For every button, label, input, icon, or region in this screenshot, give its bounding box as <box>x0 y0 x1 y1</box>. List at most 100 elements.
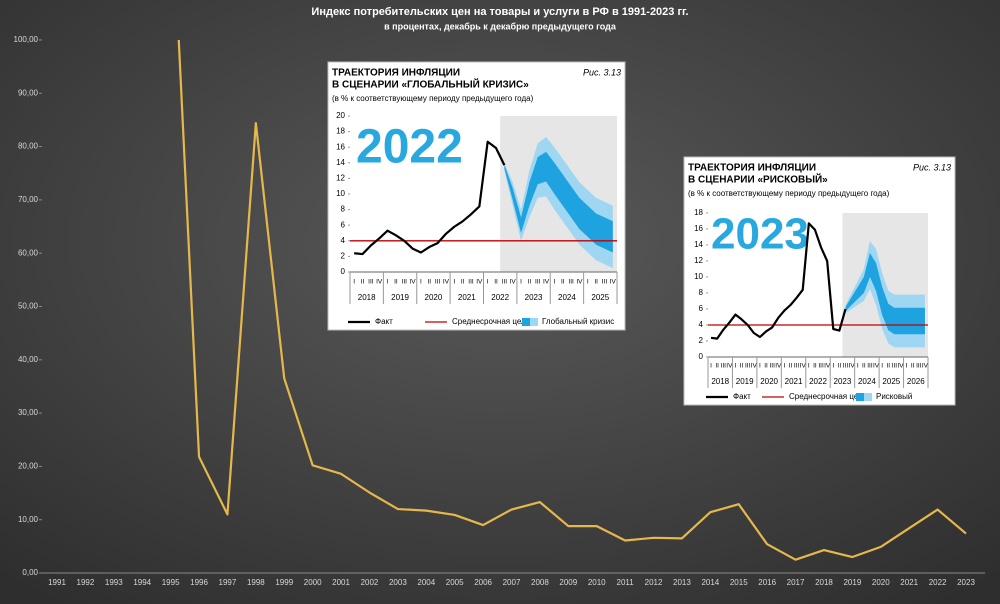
inset-title: В СЦЕНАРИИ «РИСКОВЫЙ» <box>688 173 828 186</box>
x-tick-label: 2022 <box>929 578 947 587</box>
y-tick-label: 4 <box>341 236 346 245</box>
year-label: 2026 <box>907 377 925 386</box>
y-tick-label: 0,00 <box>22 568 38 577</box>
y-tick-label: 0 <box>341 267 346 276</box>
fan-band <box>845 253 925 335</box>
inset-subtitle: (в % к соответствующему периоду предыдущ… <box>332 94 534 103</box>
quarter-label: IV <box>824 363 831 370</box>
quarter-label: II <box>838 363 842 370</box>
year-label: 2020 <box>425 293 443 302</box>
year-label: 2019 <box>391 293 409 302</box>
y-tick-label: 10,00 <box>18 515 39 524</box>
year-label: 2021 <box>458 293 476 302</box>
quarter-label: II <box>764 363 768 370</box>
y-tick-label: 30,00 <box>18 408 39 417</box>
fact-line <box>354 140 506 256</box>
x-tick-label: 2005 <box>446 578 464 587</box>
quarter-label: I <box>808 363 810 370</box>
y-tick-label: 70,00 <box>18 195 39 204</box>
quarter-label: II <box>740 363 744 370</box>
quarter-label: II <box>862 363 866 370</box>
x-tick-label: 1992 <box>77 578 95 587</box>
y-tick-label: 12 <box>694 256 703 265</box>
quarter-label: III <box>867 363 873 370</box>
y-tick-label: 8 <box>341 205 346 214</box>
x-tick-label: 1991 <box>48 578 66 587</box>
quarter-label: IV <box>376 279 383 286</box>
inset-title: ТРАЕКТОРИЯ ИНФЛЯЦИИ <box>688 163 816 174</box>
x-tick-label: 2002 <box>361 578 379 587</box>
fan-band <box>504 151 613 253</box>
quarter-label: III <box>843 363 849 370</box>
y-tick-label: 14 <box>694 240 703 249</box>
x-tick-label: 2021 <box>900 578 918 587</box>
quarter-label: II <box>528 279 532 286</box>
x-tick-label: 2000 <box>304 578 322 587</box>
legend-swatch <box>522 318 530 326</box>
quarter-label: I <box>735 363 737 370</box>
x-tick-label: 2004 <box>417 578 435 587</box>
y-tick-label: 12 <box>336 174 345 183</box>
year-label: 2021 <box>785 377 803 386</box>
x-tick-label: 2017 <box>787 578 805 587</box>
y-tick-label: 50,00 <box>18 302 39 311</box>
year-label: 2018 <box>358 293 376 302</box>
chart-title: Индекс потребительских цен на товары и у… <box>311 6 688 18</box>
x-tick-label: 2015 <box>730 578 748 587</box>
quarter-label: I <box>554 279 556 286</box>
y-tick-label: 20,00 <box>18 462 39 471</box>
y-tick-label: 20 <box>336 111 345 120</box>
quarter-label: IV <box>510 279 517 286</box>
quarter-label: III <box>916 363 922 370</box>
y-tick-label: 2 <box>341 252 346 261</box>
quarter-label: II <box>461 279 465 286</box>
quarter-label: II <box>494 279 498 286</box>
legend-label: Среднесрочная цель <box>452 317 530 326</box>
quarter-label: IV <box>897 363 904 370</box>
y-tick-label: 6 <box>341 220 346 229</box>
quarter-label: IV <box>775 363 782 370</box>
quarter-label: I <box>857 363 859 370</box>
x-tick-label: 1994 <box>133 578 151 587</box>
x-tick-label: 2018 <box>815 578 833 587</box>
quarter-label: II <box>789 363 793 370</box>
quarter-label: III <box>769 363 775 370</box>
quarter-label: IV <box>751 363 758 370</box>
year-label: 2019 <box>736 377 754 386</box>
quarter-label: I <box>587 279 589 286</box>
quarter-label: II <box>394 279 398 286</box>
legend-label: Глобальный кризис <box>542 317 614 326</box>
plot <box>177 40 967 561</box>
y-tick-label: 10 <box>694 272 703 281</box>
quarter-label: I <box>906 363 908 370</box>
y-tick-label: 6 <box>699 304 704 313</box>
y-tick-label: 80,00 <box>18 142 39 151</box>
year-label: 2022 <box>809 377 827 386</box>
chart-subtitle: в процентах, декабрь к декабрю предыдуще… <box>384 21 617 31</box>
x-tick-label: 2013 <box>673 578 691 587</box>
x-tick-label: 2012 <box>645 578 663 587</box>
quarter-label: I <box>387 279 389 286</box>
x-tick-label: 2010 <box>588 578 606 587</box>
fact-line <box>710 222 847 340</box>
x-tick-label: 2008 <box>531 578 549 587</box>
y-tick-label: 40,00 <box>18 355 39 364</box>
quarter-label: III <box>435 279 441 286</box>
x-tick-label: 2023 <box>957 578 975 587</box>
y-tick-label: 60,00 <box>18 248 39 257</box>
year-stamp: 2022 <box>356 121 463 174</box>
legend-label: Среднесрочная цель <box>789 392 867 401</box>
y-tick-label: 100,00 <box>14 35 39 44</box>
quarter-label: II <box>813 363 817 370</box>
y-tick-label: 10 <box>336 189 345 198</box>
quarter-label: III <box>568 279 574 286</box>
quarter-label: III <box>468 279 474 286</box>
year-label: 2024 <box>558 293 576 302</box>
x-tick-label: 2020 <box>872 578 890 587</box>
quarter-label: II <box>427 279 431 286</box>
quarter-label: I <box>353 279 355 286</box>
quarter-label: IV <box>410 279 417 286</box>
inset-subtitle: (в % к соответствующему периоду предыдущ… <box>688 189 890 198</box>
quarter-label: I <box>520 279 522 286</box>
